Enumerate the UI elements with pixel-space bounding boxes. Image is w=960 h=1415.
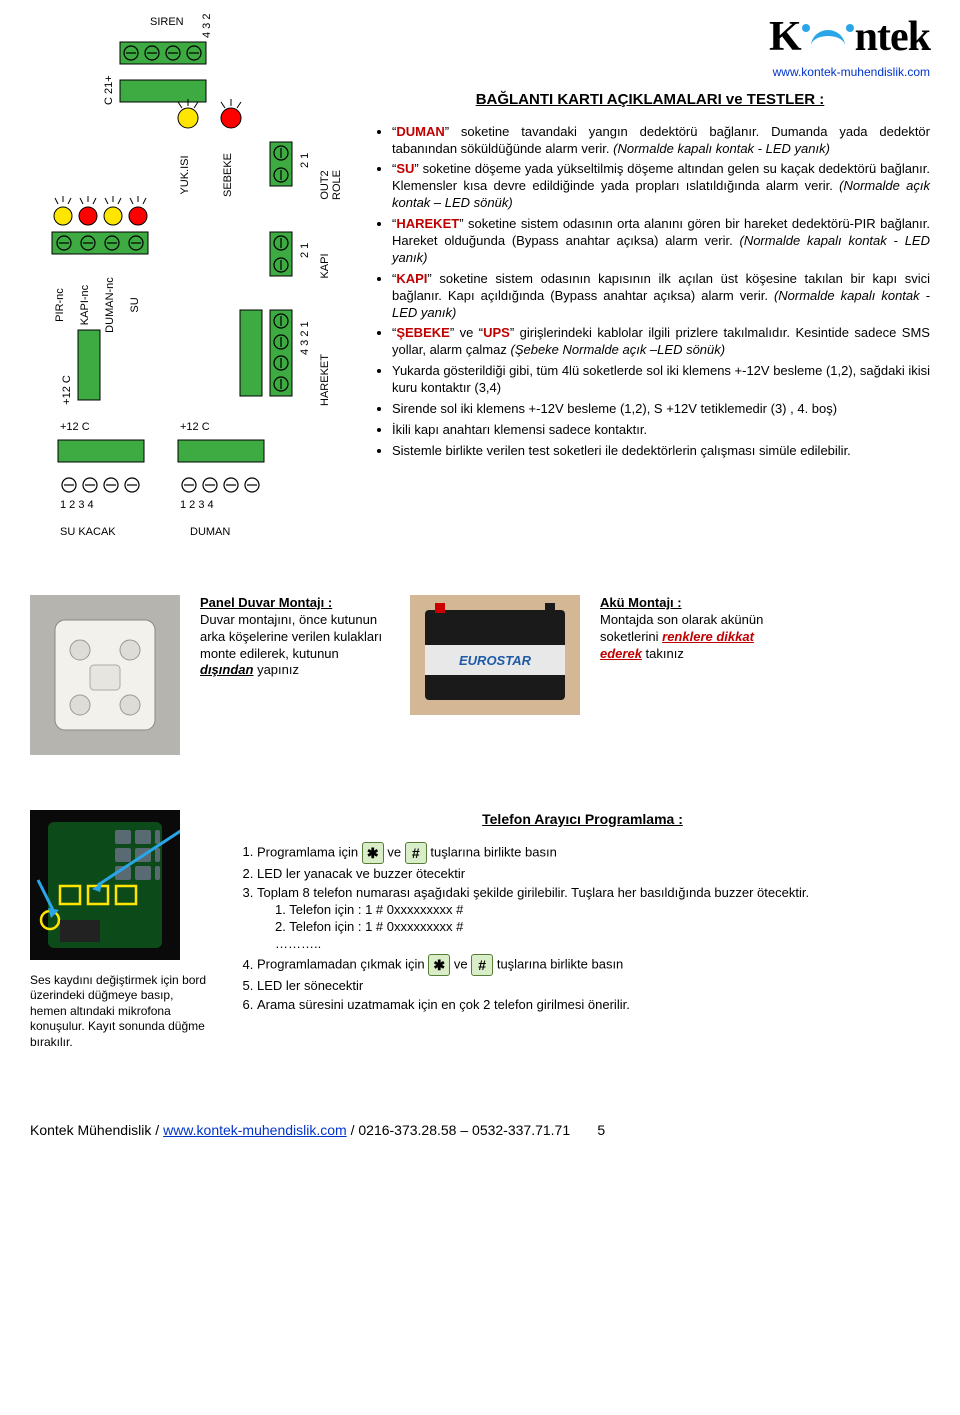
label-su-red: SU bbox=[396, 161, 414, 176]
block-12c-top bbox=[120, 80, 206, 102]
label-4321-hareket: 4 3 2 1 bbox=[299, 321, 311, 355]
label-kapi: KAPI bbox=[319, 253, 331, 278]
prog-step-6: Arama süresini uzatmamak için en çok 2 t… bbox=[257, 997, 930, 1014]
panel-photo-svg bbox=[30, 595, 180, 755]
label-12c-br: +12 C bbox=[180, 421, 210, 433]
battery-photo: EUROSTAR bbox=[410, 595, 580, 720]
label-kapi-nc: KAPI-nc bbox=[79, 284, 91, 325]
label-siren: SIREN bbox=[150, 16, 184, 28]
led-yukisi bbox=[178, 99, 198, 128]
panel-heading: Panel Duvar Montajı : bbox=[200, 595, 390, 612]
label-1234-bl: 1 2 3 4 bbox=[60, 499, 94, 511]
label-12c-left: +12 C bbox=[61, 375, 73, 405]
logo-url: www.kontek-muhendislik.com bbox=[370, 65, 930, 81]
terminal-bl bbox=[58, 472, 144, 498]
prog-step-5: LED ler sönecektir bbox=[257, 978, 930, 995]
page-footer: Kontek Mühendislik / www.kontek-muhendis… bbox=[30, 1121, 930, 1139]
label-su: SU bbox=[129, 297, 141, 312]
battery-brand: EUROSTAR bbox=[459, 653, 532, 668]
label-1234-br: 1 2 3 4 bbox=[180, 499, 214, 511]
logo: Kntek www.kontek-muhendislik.com bbox=[370, 10, 930, 80]
programming-column: Telefon Arayıcı Programlama : Programlam… bbox=[235, 810, 930, 1016]
logo-dot-icon bbox=[802, 24, 810, 32]
aku-heading: Akü Montajı : bbox=[600, 595, 770, 612]
prog-tel-1: 1. Telefon için : 1 # 0xxxxxxxxx # bbox=[275, 902, 930, 919]
star-key-icon-2: ✱ bbox=[428, 954, 450, 976]
logo-k: K bbox=[769, 14, 801, 60]
label-duman-red: DUMAN bbox=[396, 124, 444, 139]
keypad-photo bbox=[30, 810, 180, 960]
block-left-mid bbox=[78, 330, 100, 400]
content-column: Kntek www.kontek-muhendislik.com BAĞLANT… bbox=[370, 10, 930, 555]
prog-tel-dots: ……….. bbox=[275, 936, 930, 953]
label-hareket: HAREKET bbox=[319, 354, 331, 406]
bullet-7: Sirende sol iki klemens +-12V besleme (1… bbox=[392, 401, 930, 418]
page-number: 5 bbox=[597, 1122, 605, 1138]
label-sebeke-red: ŞEBEKE bbox=[396, 325, 449, 340]
label-role: ROLE bbox=[331, 170, 343, 200]
terminal-br bbox=[182, 478, 259, 492]
prog-tel-2: 2. Telefon için : 1 # 0xxxxxxxxx # bbox=[275, 919, 930, 936]
bullet-duman: “DUMAN” soketine tavandaki yangın dedekt… bbox=[392, 124, 930, 158]
label-4321: 4 3 2 1 bbox=[201, 10, 213, 38]
diagram-svg: SIREN 4 3 2 1 C 21+ bbox=[30, 10, 350, 550]
label-12c-rev: C 21+ bbox=[103, 75, 115, 105]
label-21-kapi: 2 1 bbox=[299, 243, 311, 258]
logo-name: Kntek bbox=[370, 10, 930, 65]
recording-note: Ses kaydını değiştirmek için bord üzerin… bbox=[30, 973, 210, 1051]
label-pir-nc: PIR-nc bbox=[54, 288, 66, 322]
bullet-su: “SU” soketine döşeme yada yükseltilmiş d… bbox=[392, 161, 930, 212]
top-section: SIREN 4 3 2 1 C 21+ bbox=[30, 10, 930, 555]
logo-rest: ntek bbox=[855, 14, 930, 60]
block-hareket bbox=[240, 310, 262, 396]
main-heading: BAĞLANTI KARTI AÇIKLAMALARI ve TESTLER : bbox=[370, 90, 930, 110]
led-row-left bbox=[54, 196, 147, 225]
bullet-8: İkili kapı anahtarı klemensi sadece kont… bbox=[392, 422, 930, 439]
led-sebeke bbox=[221, 99, 241, 128]
label-kapi-red: KAPI bbox=[396, 271, 427, 286]
battery-svg: EUROSTAR bbox=[410, 595, 580, 715]
bullet-6: Yukarda gösterildiği gibi, tüm 4lü soket… bbox=[392, 363, 930, 397]
keypad-column: Ses kaydını değiştirmek için bord üzerin… bbox=[30, 810, 210, 1051]
label-duman-nc: DUMAN-nc bbox=[104, 277, 116, 333]
prog-steps: Programlama için ✱ ve # tuşlarına birlik… bbox=[235, 842, 930, 1014]
star-key-icon: ✱ bbox=[362, 842, 384, 864]
footer-company: Kontek Mühendislik / bbox=[30, 1122, 163, 1138]
hash-key-icon: # bbox=[405, 842, 427, 864]
label-hareket-red: HAREKET bbox=[396, 216, 459, 231]
label-ups-red: UPS bbox=[483, 325, 510, 340]
logo-dot-icon-2 bbox=[846, 24, 854, 32]
label-12c-bl: +12 C bbox=[60, 421, 90, 433]
prog-heading: Telefon Arayıcı Programlama : bbox=[235, 810, 930, 828]
hash-key-icon-2: # bbox=[471, 954, 493, 976]
bullet-hareket: “HAREKET” soketine sistem odasının orta … bbox=[392, 216, 930, 267]
panel-photo bbox=[30, 595, 180, 760]
bullet-sebeke-ups: “ŞEBEKE” ve “UPS” girişlerindeki kablola… bbox=[392, 325, 930, 359]
wiring-diagram: SIREN 4 3 2 1 C 21+ bbox=[30, 10, 350, 555]
footer-phones: / 0216-373.28.58 – 0532-337.71.71 bbox=[351, 1122, 571, 1138]
prog-step-1: Programlama için ✱ ve # tuşlarına birlik… bbox=[257, 842, 930, 864]
label-duman: DUMAN bbox=[190, 526, 230, 538]
prog-step-4: Programlamadan çıkmak için ✱ ve # tuşlar… bbox=[257, 954, 930, 976]
label-21-out2: 2 1 bbox=[299, 153, 311, 168]
panel-montaj-text: Panel Duvar Montajı : Duvar montajını, ö… bbox=[200, 595, 390, 679]
bullet-list: “DUMAN” soketine tavandaki yangın dedekt… bbox=[370, 124, 930, 460]
label-su-kacak: SU KACAK bbox=[60, 526, 116, 538]
label-yukisi: YUK.ISI bbox=[179, 155, 191, 194]
footer-link[interactable]: www.kontek-muhendislik.com bbox=[163, 1122, 347, 1138]
block-bl bbox=[58, 440, 144, 462]
programming-section: Ses kaydını değiştirmek için bord üzerin… bbox=[30, 810, 930, 1051]
block-br bbox=[178, 440, 264, 462]
prog-step-3: Toplam 8 telefon numarası aşağıdaki şeki… bbox=[257, 885, 930, 953]
label-sebeke: SEBEKE bbox=[222, 153, 234, 197]
prog-step-2: LED ler yanacak ve buzzer ötecektir bbox=[257, 866, 930, 883]
label-out2: OUT2 bbox=[319, 170, 331, 199]
logo-swoosh-icon bbox=[811, 30, 845, 46]
mounting-section: Panel Duvar Montajı : Duvar montajını, ö… bbox=[30, 595, 930, 760]
aku-montaj-text: Akü Montajı : Montajda son olarak akünün… bbox=[600, 595, 770, 663]
bullet-9: Sistemle birlikte verilen test soketleri… bbox=[392, 443, 930, 460]
bullet-kapi: “KAPI” soketine sistem odasının kapısını… bbox=[392, 271, 930, 322]
